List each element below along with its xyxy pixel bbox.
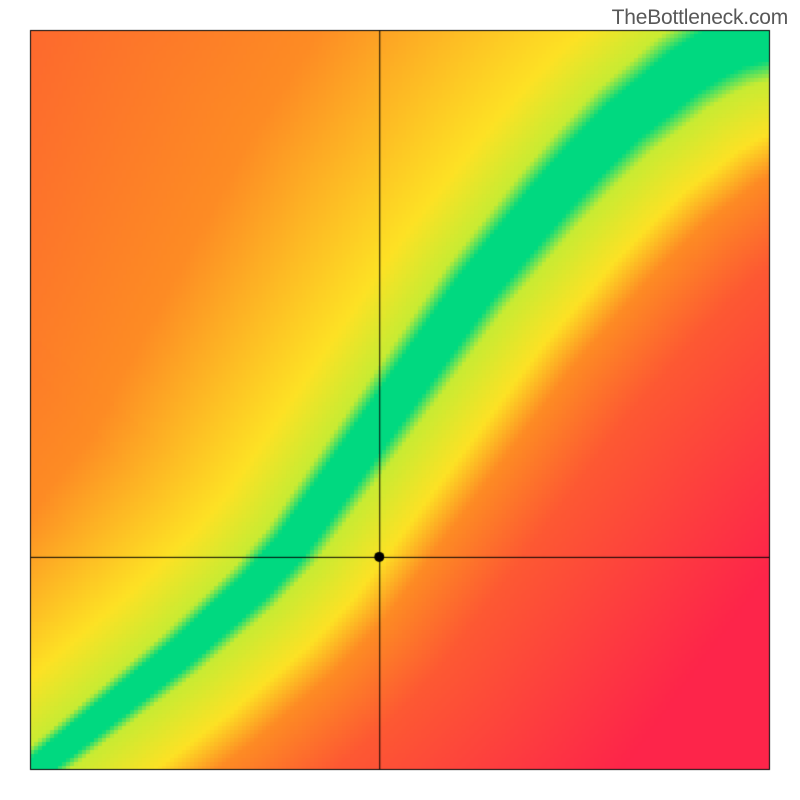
chart-container: TheBottleneck.com [0,0,800,800]
bottleneck-heatmap [0,0,800,800]
watermark-text: TheBottleneck.com [612,6,788,30]
